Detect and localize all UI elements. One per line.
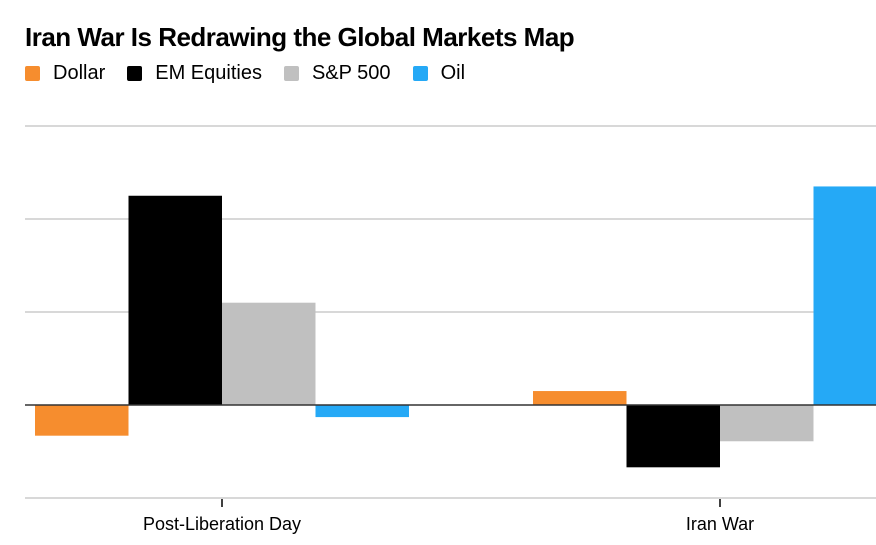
legend-item-dollar: Dollar [25, 62, 105, 85]
legend-swatch [127, 66, 143, 81]
bar-em-equities-1 [626, 405, 720, 468]
bar-s-p-500-0 [222, 302, 316, 405]
legend: Dollar EM Equities S&P 500 Oil [25, 62, 487, 85]
bar-oil-0 [315, 405, 409, 418]
legend-label: Dollar [53, 62, 106, 84]
legend-label: Oil [440, 62, 466, 84]
bar-oil-1 [813, 186, 876, 405]
x-tick-label: Iran War [686, 514, 754, 534]
bar-em-equities-0 [128, 195, 222, 405]
bar-dollar-1 [533, 391, 627, 405]
legend-label: S&P 500 [311, 62, 391, 84]
legend-item-em-equities: EM Equities [127, 62, 262, 85]
bar-s-p-500-1 [720, 405, 814, 442]
chart-title: Iran War Is Redrawing the Global Markets… [25, 22, 575, 52]
bar-dollar-0 [35, 405, 129, 436]
legend-label: EM Equities [155, 62, 262, 84]
legend-swatch [283, 66, 299, 81]
legend-item-oil: Oil [412, 62, 466, 85]
x-tick-label: Post-Liberation Day [143, 514, 301, 534]
legend-swatch [25, 66, 40, 81]
legend-swatch [412, 66, 428, 81]
legend-item-s-p-500: S&P 500 [283, 62, 391, 85]
